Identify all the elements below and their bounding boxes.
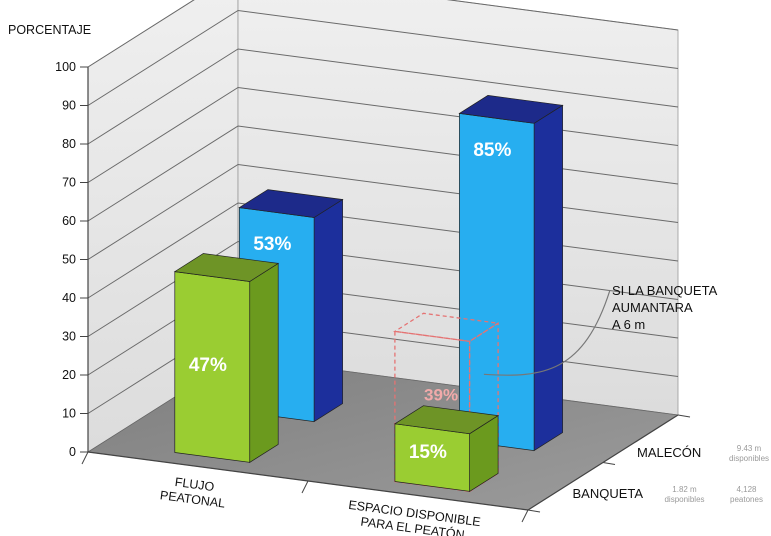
x-tick — [521, 509, 529, 523]
annotation-text-line: AUMANTARA — [612, 300, 693, 315]
data-label-banqueta: 15% — [409, 442, 447, 463]
series-detail-line: 9.43 m — [737, 444, 762, 453]
x-tick — [301, 480, 309, 494]
annotation-dashed-bar: 39% — [393, 289, 611, 493]
y-tick-label: 80 — [62, 137, 76, 151]
bar-malecon-1-front — [459, 113, 535, 451]
series-label: BANQUETA — [573, 486, 644, 501]
bar-banqueta-0-side — [249, 262, 279, 464]
series-detail-line: disponibles — [729, 454, 769, 463]
y-tick-label: 40 — [62, 291, 76, 305]
series-detail-line: peatones — [730, 495, 763, 504]
y-tick-label: 70 — [62, 176, 76, 190]
data-label-banqueta: 47% — [189, 355, 227, 376]
x-category-line: FLUJO — [174, 475, 215, 494]
y-tick-label: 30 — [62, 330, 76, 344]
y-tick-label: 90 — [62, 99, 76, 113]
y-axis-title: PORCENTAJE — [8, 23, 91, 37]
bar-banqueta-1-top — [393, 405, 500, 435]
bars-front-row — [173, 253, 500, 493]
bar-malecon-1-top — [458, 95, 564, 124]
y-tick-label: 60 — [62, 214, 76, 228]
series-detail-line: 1.82 m — [672, 485, 697, 494]
y-tick-label: 20 — [62, 368, 76, 382]
dashed-bar-top — [393, 312, 500, 342]
gridline — [87, 48, 679, 145]
x-tick — [81, 451, 89, 465]
depth-tick — [602, 462, 616, 465]
annotation-text-line: SI LA BANQUETA — [612, 283, 718, 298]
bar-banqueta-0-top — [173, 253, 280, 282]
series-detail-line: 4,128 — [736, 485, 757, 494]
depth-tick — [527, 509, 541, 513]
annotation-value-label: 39% — [424, 386, 458, 405]
gridline — [87, 9, 679, 106]
data-label-malecon: 53% — [253, 234, 291, 255]
x-category-line: PEATONAL — [159, 488, 226, 510]
series-detail-line: disponibles — [664, 495, 704, 504]
bar-banqueta-0 — [173, 253, 280, 464]
annotation-text-line: A 6 m — [612, 317, 645, 332]
bar-malecon-1-side — [533, 104, 563, 452]
depth-tick — [677, 414, 691, 418]
annotation-leader — [483, 289, 611, 376]
bar-malecon-1 — [458, 95, 564, 452]
chart-walls — [87, 0, 679, 453]
data-label-malecon: 85% — [473, 140, 511, 161]
series-label: MALECÓN — [637, 445, 701, 460]
gridline — [87, 0, 679, 68]
y-tick-label: 10 — [62, 407, 76, 421]
y-tick-label: 50 — [62, 253, 76, 267]
bar-malecon-0-top — [238, 189, 344, 218]
y-tick-label: 0 — [69, 445, 76, 459]
y-tick-label: 100 — [55, 60, 76, 74]
axes: 0 10 20 30 40 50 60 70 80 90 100 — [55, 60, 691, 523]
bar-malecon-0-side — [313, 198, 343, 423]
bar-banqueta-1 — [393, 405, 500, 493]
